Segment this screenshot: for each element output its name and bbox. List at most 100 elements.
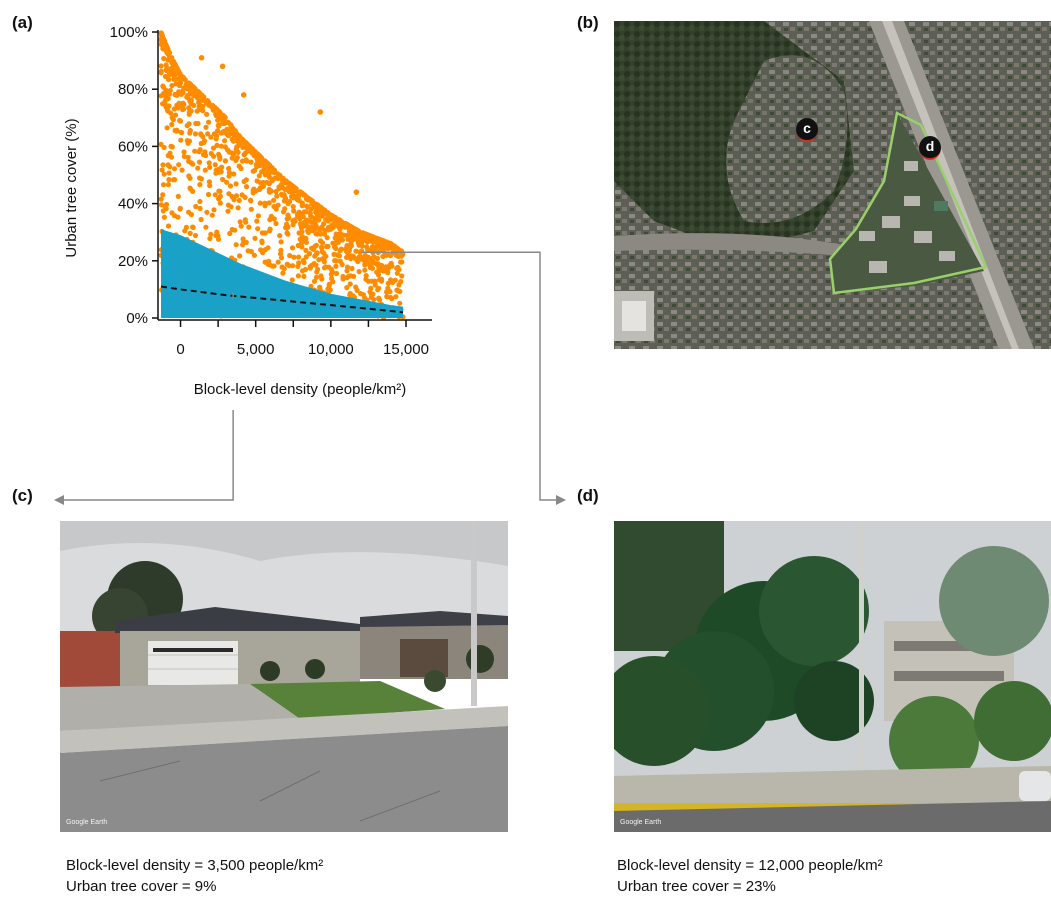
scatter-point xyxy=(190,188,196,194)
scatter-point xyxy=(239,158,246,164)
scatter-point xyxy=(172,127,178,134)
scatter-point xyxy=(396,266,402,273)
scatter-point xyxy=(216,151,222,157)
y-axis-label: Urban tree cover (%) xyxy=(63,118,80,257)
scatter-point xyxy=(291,208,297,214)
scatter-point xyxy=(338,237,345,243)
scatter-point xyxy=(362,234,368,240)
scatter-point xyxy=(327,287,333,293)
connector-arrows xyxy=(54,251,566,505)
scatter-point xyxy=(240,236,246,242)
x-tick-label: 10,000 xyxy=(308,341,354,358)
scatter-point xyxy=(306,251,313,257)
scatter-point xyxy=(248,159,254,165)
scatter-point xyxy=(218,143,224,149)
scatter-point xyxy=(337,258,343,264)
scatter-point xyxy=(167,150,173,156)
scatter-point xyxy=(289,194,295,200)
scatter-point xyxy=(385,280,391,286)
scatter-point xyxy=(188,83,194,89)
scatter-point xyxy=(313,231,319,237)
scatter-point xyxy=(346,254,352,260)
scatter-point xyxy=(344,285,350,291)
scatter-point xyxy=(387,245,393,251)
scatter-point xyxy=(254,218,260,224)
scatter-point xyxy=(186,121,192,127)
scatter-point xyxy=(279,192,285,198)
scatter-point xyxy=(242,217,248,223)
scatter-point xyxy=(352,226,358,232)
scatter-point xyxy=(160,101,166,107)
map-marker-c: c xyxy=(796,118,818,142)
scatter-point xyxy=(259,238,265,244)
scatter-point xyxy=(186,173,192,179)
scatter-point xyxy=(265,245,271,251)
scatter-point xyxy=(285,231,291,237)
scatter-point xyxy=(206,160,212,166)
scatter-point xyxy=(216,123,222,129)
scatter-point xyxy=(214,142,220,148)
scatter-point xyxy=(214,229,220,235)
scatter-point xyxy=(285,201,291,207)
scatter-point xyxy=(163,201,170,208)
scatter-point xyxy=(238,165,244,172)
scatter-point xyxy=(301,273,307,279)
scatter-point xyxy=(228,204,234,210)
scatter-point xyxy=(181,149,187,155)
caption-c-cover: Urban tree cover = 9% xyxy=(66,878,217,895)
scatter-point xyxy=(274,193,280,199)
scatter-point xyxy=(178,137,184,143)
scatter-point xyxy=(184,94,190,100)
x-tick-label: 15,000 xyxy=(383,341,429,358)
watermark-c: Google Earth xyxy=(66,819,108,826)
scatter-point xyxy=(212,162,218,168)
scatter-point xyxy=(169,121,175,128)
scatter-point xyxy=(378,276,385,282)
scatter-point xyxy=(235,205,241,211)
scatter-point xyxy=(311,261,317,267)
scatter-point xyxy=(326,283,332,289)
scatter-point xyxy=(204,209,210,215)
scatter-point xyxy=(326,213,332,220)
scatter-point xyxy=(204,98,210,104)
scatter-point xyxy=(333,236,339,242)
scatter-point xyxy=(316,257,322,263)
scatter-point xyxy=(303,209,309,215)
scatter-point xyxy=(347,292,353,298)
scatter-point xyxy=(211,207,217,213)
scatter-point xyxy=(211,153,217,159)
scatter-point xyxy=(161,171,167,177)
scatter-point xyxy=(270,263,276,269)
scatter-point xyxy=(174,92,180,98)
scatter-point xyxy=(267,174,273,180)
scatter-point xyxy=(287,253,293,259)
scatter-point xyxy=(299,229,305,235)
scatter-point xyxy=(161,55,167,62)
scatter-point xyxy=(196,99,202,106)
scatter-point xyxy=(335,252,341,258)
scatter-point xyxy=(162,39,168,45)
scatter-point xyxy=(393,294,399,300)
scatter-point xyxy=(243,184,250,190)
scatter-point xyxy=(180,100,186,106)
scatter-point xyxy=(248,198,254,204)
scatter-point xyxy=(199,92,205,98)
caption-d-cover: Urban tree cover = 23% xyxy=(617,878,776,895)
caption-d: Block-level density = 12,000 people/km² … xyxy=(617,855,883,897)
scatter-point xyxy=(305,229,312,235)
scatter-point xyxy=(372,278,378,284)
scatter-point xyxy=(170,117,176,123)
scatter-point xyxy=(215,236,222,242)
scatter-point xyxy=(375,287,381,293)
scatter-point xyxy=(191,102,197,108)
scatter-point xyxy=(165,223,172,229)
scatter-point xyxy=(257,180,263,186)
scatter-point xyxy=(340,273,346,280)
scatter-point xyxy=(319,249,325,255)
scatter-point xyxy=(204,111,210,117)
scatter-point xyxy=(165,182,171,188)
scatter-point xyxy=(184,138,190,144)
scatter-point xyxy=(210,102,216,109)
scatter-point xyxy=(317,204,323,210)
scatter-point xyxy=(322,231,328,237)
